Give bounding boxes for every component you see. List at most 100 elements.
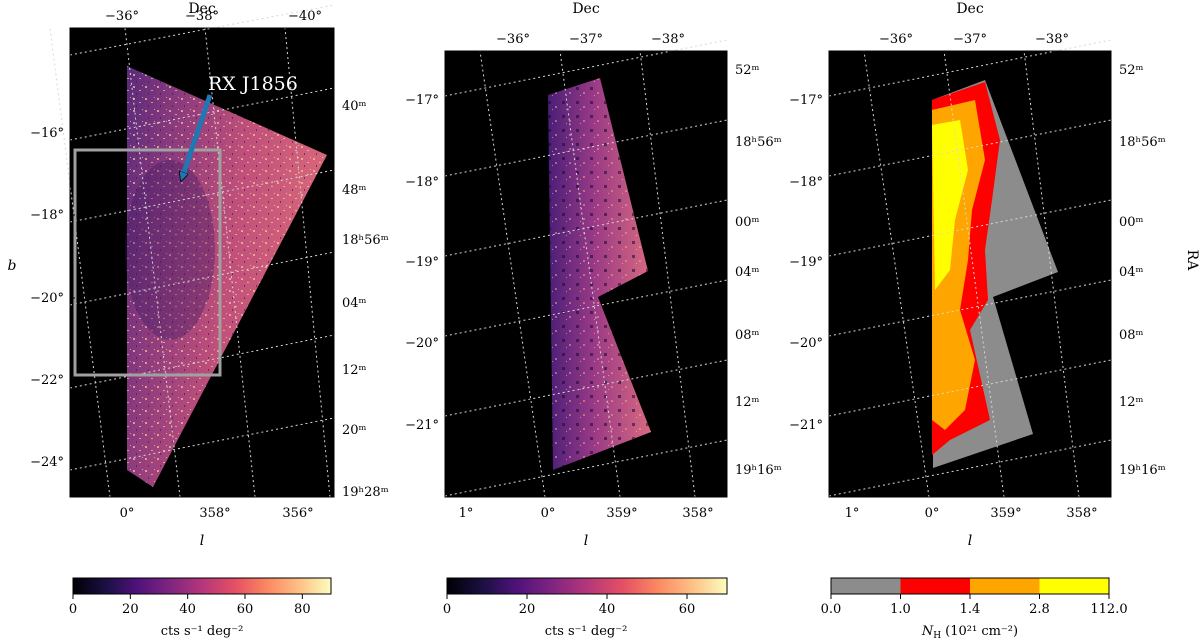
left-bottom-tick-label: 358° [199, 506, 230, 521]
right-colorbar-tick-label: 112.0 [1090, 602, 1127, 617]
middle-colorbar-label: cts s⁻¹ deg⁻² [545, 624, 628, 639]
left-left-ticks: −16° −18° −20° −22° −24° [30, 126, 75, 470]
left-top-axis-label: Dec [188, 1, 216, 17]
middle-xlabel: l [584, 533, 588, 549]
middle-top-axis-label: Dec [572, 1, 600, 17]
left-colorbar-tick-label: 40 [179, 602, 196, 617]
middle-right-tick-label: 19ʰ16ᵐ [735, 463, 782, 478]
right-left-tick-label: −19° [789, 255, 823, 270]
left-left-tick-label: −18° [30, 208, 64, 223]
left-right-tick-label: 40ᵐ [342, 99, 367, 114]
left-colorbar-tick-label: 80 [294, 602, 311, 617]
middle-left-tick-label: −21° [405, 418, 439, 433]
right-right-ticks: 52ᵐ 18ʰ56ᵐ 00ᵐ 04ᵐ 08ᵐ 12ᵐ 19ʰ16ᵐ [1106, 63, 1166, 478]
right-map-yellow [932, 120, 968, 290]
left-left-tick-label: −20° [30, 291, 64, 306]
middle-bottom-tick-label: 359° [606, 506, 637, 521]
right-bottom-ticks: 1° 0° 359° 358° [845, 492, 1098, 521]
right-colorbar-segment [1039, 578, 1109, 594]
right-left-tick-label: −17° [789, 93, 823, 108]
left-left-tick-label: −24° [30, 455, 64, 470]
middle-grid [444, 39, 728, 498]
right-right-tick-label: 08ᵐ [1119, 328, 1144, 343]
middle-top-tick-label: −36° [496, 32, 530, 47]
left-right-ticks: 40ᵐ 48ᵐ 18ʰ56ᵐ 04ᵐ 12ᵐ 20ᵐ 19ʰ28ᵐ [329, 99, 389, 500]
middle-colorbar-tick-label: 20 [519, 602, 536, 617]
left-bottom-tick-label: 356° [282, 506, 313, 521]
middle-colorbar-tick-label: 40 [599, 602, 616, 617]
left-right-tick-label: 12ᵐ [342, 363, 367, 378]
left-colorbar [72, 577, 332, 595]
right-left-ticks: −17° −18° −19° −20° −21° [789, 93, 834, 433]
right-right-tick-label: 18ʰ56ᵐ [1119, 135, 1166, 150]
nh-symbol: N [921, 624, 934, 639]
left-right-tick-label: 04ᵐ [342, 296, 367, 311]
middle-left-tick-label: −20° [405, 336, 439, 351]
left-top-ticks: −36° −38° −40° [105, 9, 322, 33]
middle-colorbar-tick-label: 0 [443, 602, 451, 617]
right-colorbar [830, 577, 1110, 595]
right-ra-label: RA [1184, 250, 1200, 272]
left-colorbar-tick-label: 60 [237, 602, 254, 617]
left-grid [49, 4, 335, 498]
right-top-tick-label: −37° [953, 32, 987, 47]
middle-colorbar-ticks: 0 20 40 60 [443, 594, 695, 617]
middle-left-tick-label: −17° [405, 93, 439, 108]
left-top-tick-label: −38° [185, 9, 219, 24]
middle-left-ticks: −17° −18° −19° −20° −21° [405, 93, 450, 433]
left-left-tick-label: −16° [30, 126, 64, 141]
right-bottom-tick-label: 1° [845, 506, 860, 521]
left-bottom-tick-label: 0° [120, 506, 135, 521]
left-xlabel: l [200, 533, 204, 549]
right-panel: Dec −36° −37° −38° −17° −18° −19° −20° −21° 52… [789, 1, 1200, 641]
right-plot-frame [828, 50, 1112, 498]
left-right-tick-label: 19ʰ28ᵐ [342, 485, 389, 500]
left-right-tick-label: 18ʰ56ᵐ [342, 233, 389, 248]
middle-colorbar [446, 577, 728, 595]
left-top-tick-label: −36° [105, 9, 139, 24]
middle-panel: Dec −36° −37° −38° −17° −18° −19° −20° −21° 52… [405, 1, 782, 639]
right-right-tick-label: 12ᵐ [1119, 395, 1144, 410]
middle-bottom-ticks: 1° 0° 359° 358° [459, 492, 714, 521]
left-panel: RX J1856 Dec −36° −38° −40° −16° −18° −20° −2… [8, 1, 389, 639]
middle-bottom-tick-label: 0° [541, 506, 556, 521]
middle-map-texture [548, 78, 651, 470]
right-colorbar-segment [970, 578, 1040, 594]
left-colorbar-ticks: 0 20 40 60 80 [69, 594, 311, 617]
middle-plot-frame [444, 50, 728, 498]
nh-units: (10²¹ cm⁻²) [945, 624, 1018, 639]
left-plot-frame [69, 27, 335, 498]
right-left-tick-label: −21° [789, 418, 823, 433]
right-top-axis-label: Dec [956, 1, 984, 17]
middle-right-tick-label: 04ᵐ [735, 265, 760, 280]
nh-subscript: H [933, 631, 941, 641]
left-right-tick-label: 48ᵐ [342, 183, 367, 198]
right-top-tick-label: −36° [879, 32, 913, 47]
right-top-ticks: −36° −37° −38° [879, 32, 1069, 56]
middle-right-ticks: 52ᵐ 18ʰ56ᵐ 00ᵐ 04ᵐ 08ᵐ 12ᵐ 19ʰ16ᵐ [722, 63, 782, 478]
middle-top-ticks: −36° −37° −38° [496, 32, 685, 56]
middle-right-tick-label: 52ᵐ [735, 63, 760, 78]
right-right-tick-label: 52ᵐ [1119, 63, 1144, 78]
right-right-tick-label: 19ʰ16ᵐ [1119, 463, 1166, 478]
middle-right-tick-label: 18ʰ56ᵐ [735, 135, 782, 150]
right-right-tick-label: 04ᵐ [1119, 265, 1144, 280]
right-bottom-tick-label: 358° [1066, 506, 1097, 521]
middle-left-tick-label: −19° [405, 255, 439, 270]
left-bottom-ticks: 0° 358° 356° [120, 492, 314, 521]
middle-top-tick-label: −38° [651, 32, 685, 47]
left-colorbar-label: cts s⁻¹ deg⁻² [161, 624, 244, 639]
right-colorbar-segment [900, 578, 970, 594]
right-bottom-tick-label: 359° [990, 506, 1021, 521]
middle-right-tick-label: 08ᵐ [735, 328, 760, 343]
middle-colorbar-tick-label: 60 [679, 602, 696, 617]
right-top-tick-label: −38° [1035, 32, 1069, 47]
right-colorbar-tick-label: 1.0 [890, 602, 911, 617]
right-colorbar-label: NH (10²¹ cm⁻²) [921, 624, 1018, 641]
middle-left-tick-label: −18° [405, 175, 439, 190]
left-dark-bubble [125, 160, 215, 340]
right-xlabel: l [968, 533, 972, 549]
right-colorbar-tick-label: 2.8 [1029, 602, 1050, 617]
right-colorbar-ticks: 0.0 1.0 1.4 2.8 112.0 [821, 594, 1128, 617]
